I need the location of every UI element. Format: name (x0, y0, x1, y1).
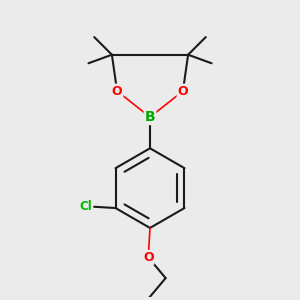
Text: O: O (112, 85, 122, 98)
Text: B: B (145, 110, 155, 124)
Text: Cl: Cl (80, 200, 92, 213)
Text: O: O (178, 85, 188, 98)
Text: O: O (143, 251, 154, 264)
